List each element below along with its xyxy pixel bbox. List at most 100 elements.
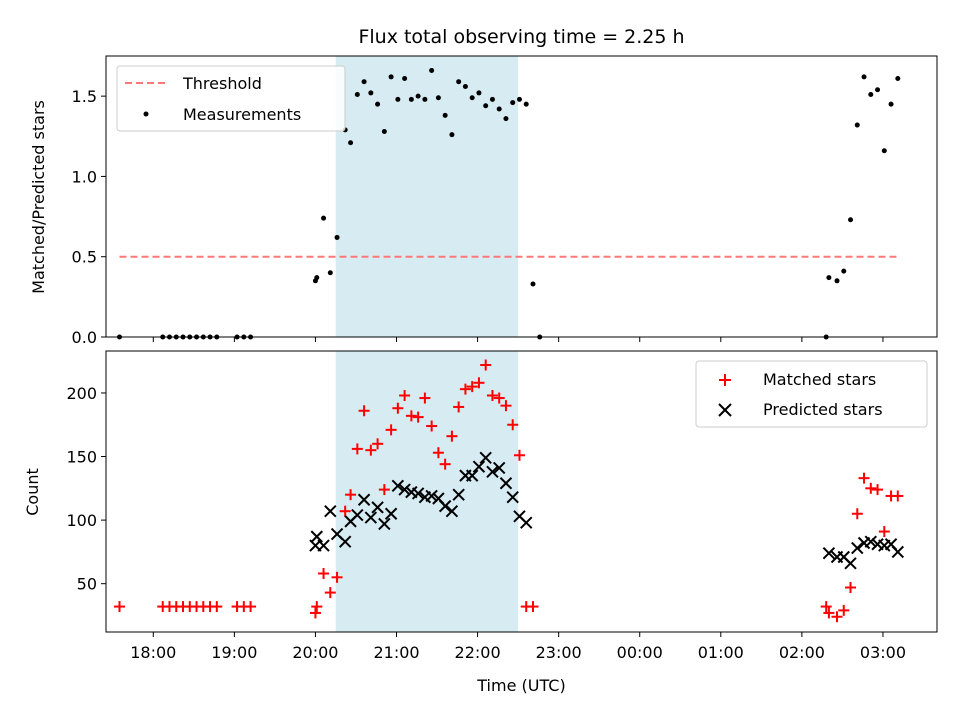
- measurement-point: [868, 92, 874, 98]
- measurement-point: [841, 268, 847, 274]
- measurement-point: [388, 74, 394, 80]
- matched-star-point: [500, 400, 512, 412]
- predicted-star-point: [324, 505, 337, 518]
- predicted-star-point: [479, 451, 492, 465]
- measurement-point: [854, 122, 860, 128]
- predicted-stars-legend-label: Predicted stars: [763, 400, 883, 419]
- bottom-axes-frame: [105, 350, 938, 633]
- x-tick-label: 22:00: [455, 643, 501, 662]
- measurements-legend-label: Measurements: [183, 105, 301, 124]
- predicted-star-point: [844, 557, 857, 570]
- matched-star-point: [378, 484, 390, 496]
- measurement-point: [510, 100, 516, 106]
- predicted-star-point: [452, 488, 465, 501]
- matched-star-point: [392, 402, 404, 414]
- x-tick-label: 18:00: [130, 643, 176, 662]
- top-axes-frame: [105, 55, 938, 338]
- matched-star-point: [486, 390, 498, 402]
- series-measurements: [117, 67, 901, 340]
- matched-star-point: [351, 443, 363, 455]
- measurement-point: [314, 275, 320, 281]
- matched-star-point: [453, 401, 465, 413]
- matched-star-point: [114, 601, 126, 613]
- measurement-point: [489, 96, 495, 102]
- predicted-star-point: [310, 530, 323, 543]
- matched-star-point: [245, 601, 257, 613]
- top-panel: 0.0 0.5 1.0 1.5 Flux total observing time =…: [29, 26, 938, 347]
- predicted-star-point: [822, 546, 836, 560]
- x-tick-label: 01:00: [698, 643, 744, 662]
- matched-star-point: [493, 392, 505, 404]
- measurement-point: [826, 275, 832, 281]
- bottom-panel: 50 100 150 200 18:00 19:00 20:00 21:00 22:00 23:…: [23, 350, 938, 695]
- predicted-star-point: [486, 465, 499, 478]
- matched-star-point: [331, 571, 343, 583]
- measurement-point: [408, 96, 414, 102]
- predicted-star-point: [357, 493, 371, 506]
- x-tick-label: 00:00: [617, 643, 663, 662]
- predicted-star-point: [472, 460, 486, 473]
- matched-star-point: [365, 444, 377, 456]
- matched-star-point: [878, 526, 890, 538]
- matched-star-point: [473, 377, 485, 389]
- matched-star-point: [480, 359, 492, 371]
- bottom-y-axis: 50 100 150 200: [66, 384, 106, 594]
- matched-star-point: [339, 505, 351, 517]
- measurement-point: [469, 95, 475, 101]
- matched-star-point: [419, 392, 431, 404]
- measurement-point: [422, 96, 428, 102]
- x-tick-label: 03:00: [860, 643, 906, 662]
- matched-star-point: [865, 482, 877, 494]
- matched-star-point: [412, 411, 424, 423]
- matched-star-point: [432, 447, 444, 459]
- measurement-point: [881, 148, 887, 154]
- y-tick-label: 150: [66, 448, 97, 467]
- measurement-point: [462, 84, 468, 90]
- matched-star-point: [309, 607, 321, 619]
- measurement-point: [861, 74, 867, 80]
- predicted-star-point: [371, 501, 384, 514]
- measurement-point: [354, 92, 360, 98]
- measurement-point: [415, 93, 421, 99]
- top-legend-box: [116, 65, 346, 132]
- matched-stars-legend-marker: [719, 374, 731, 386]
- measurement-point: [456, 79, 462, 85]
- predicted-star-point: [391, 479, 405, 492]
- measurement-point: [361, 79, 367, 85]
- predicted-star-point: [864, 535, 877, 548]
- matched-star-point: [446, 430, 458, 442]
- top-chart-title: Flux total observing time = 2.25 h: [358, 26, 684, 48]
- predicted-star-point: [851, 541, 864, 555]
- matched-star-point: [399, 390, 411, 402]
- matched-star-point: [405, 410, 417, 422]
- matched-star-point: [507, 419, 519, 431]
- predicted-star-point: [338, 535, 352, 548]
- bottom-marks: [114, 359, 905, 623]
- predicted-star-point: [499, 477, 513, 490]
- matched-star-point: [345, 489, 357, 501]
- x-tick-label: 21:00: [373, 643, 419, 662]
- measurements-legend-marker: [143, 111, 149, 117]
- top-legend: Threshold Measurements: [116, 65, 346, 132]
- matched-star-point: [513, 449, 525, 461]
- bottom-legend: Matched stars Predicted stars: [695, 360, 928, 428]
- y-tick-label: 1.0: [72, 167, 97, 186]
- bottom-x-axis: 18:00 19:00 20:00 21:00 22:00 23:00 00:00 01:00…: [130, 632, 906, 662]
- y-tick-label: 0.5: [72, 248, 97, 267]
- predicted-stars-legend-marker: [718, 403, 732, 417]
- series-matched-stars: [114, 359, 904, 623]
- top-marks: [117, 67, 901, 340]
- measurement-point: [348, 140, 354, 146]
- measurement-point: [402, 75, 408, 81]
- measurement-point: [496, 106, 502, 112]
- predicted-star-point: [317, 539, 330, 552]
- predicted-star-point: [425, 489, 438, 503]
- x-tick-label: 20:00: [292, 643, 338, 662]
- matched-star-point: [385, 424, 397, 436]
- y-tick-label: 200: [66, 384, 97, 403]
- series-predicted-stars: [309, 451, 905, 570]
- matched-star-point: [211, 601, 223, 613]
- matched-star-point: [820, 601, 832, 613]
- matched-star-point: [845, 581, 857, 593]
- predicted-star-point: [506, 491, 519, 504]
